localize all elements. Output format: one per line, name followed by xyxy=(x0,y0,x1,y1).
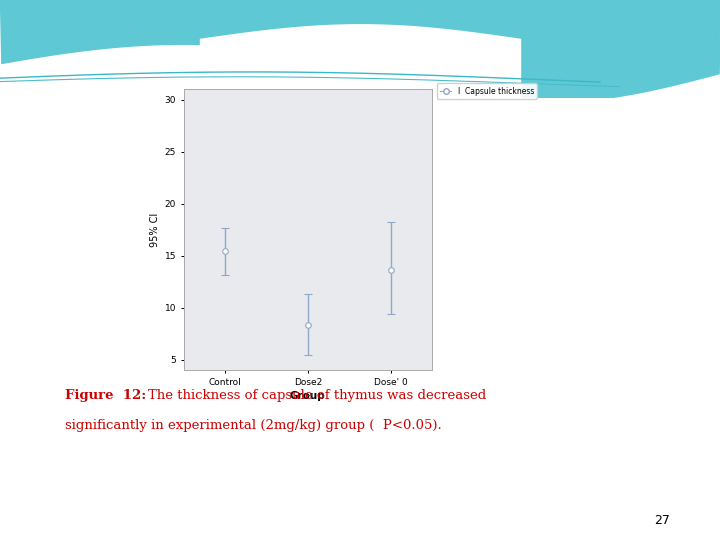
Text: 27: 27 xyxy=(654,514,670,527)
X-axis label: Group: Group xyxy=(290,391,325,401)
Text: Figure  12:: Figure 12: xyxy=(65,389,146,402)
Legend: I  Capsule thickness: I Capsule thickness xyxy=(437,84,537,99)
Y-axis label: 95% CI: 95% CI xyxy=(150,212,161,247)
Text: The thickness of capsule of thymus was decreased: The thickness of capsule of thymus was d… xyxy=(148,389,486,402)
Text: significantly in experimental (2mg/kg) group (  P<0.05).: significantly in experimental (2mg/kg) g… xyxy=(65,418,441,431)
